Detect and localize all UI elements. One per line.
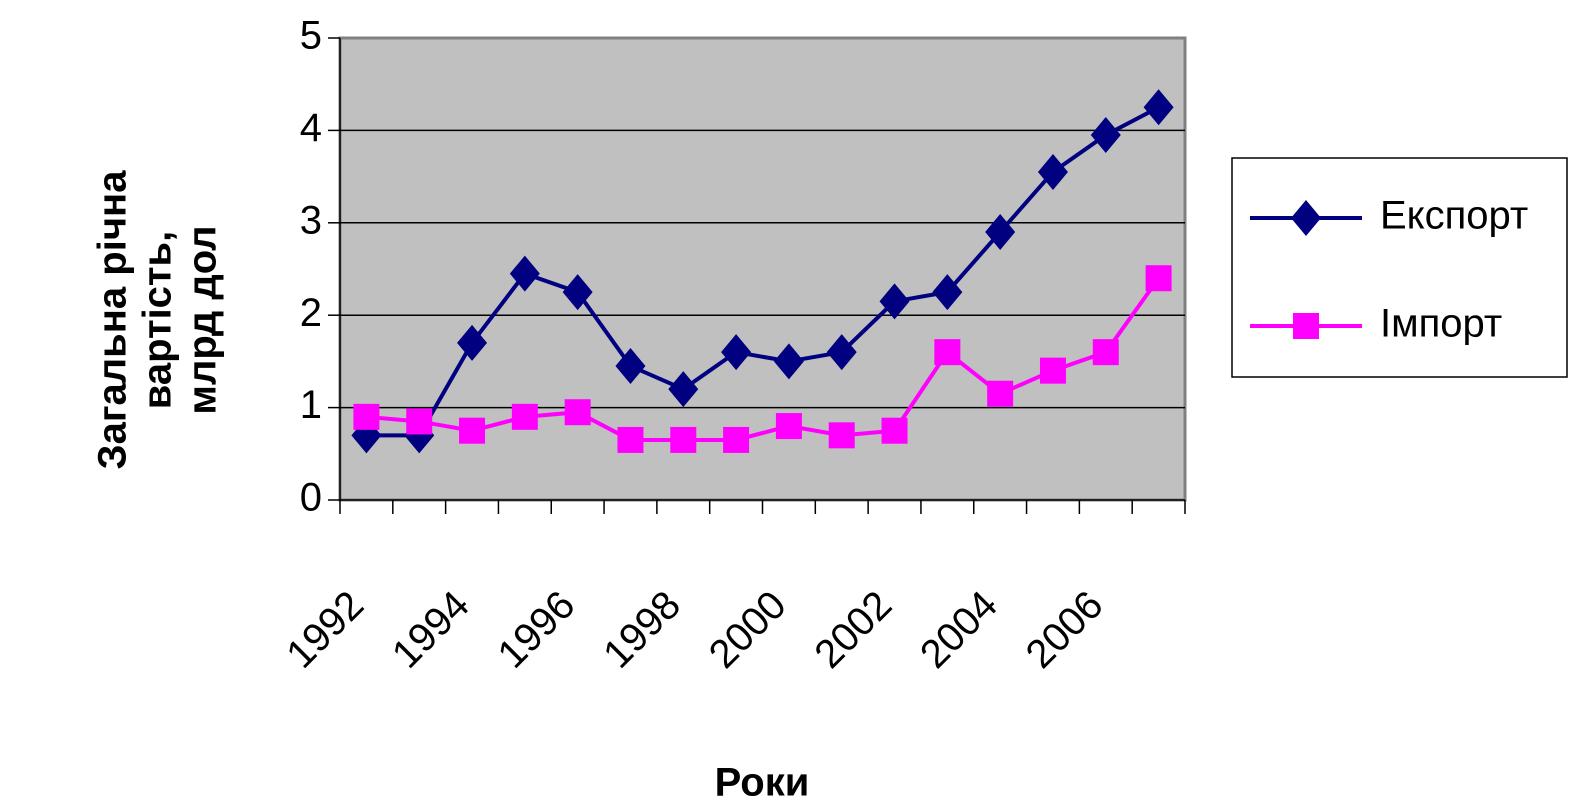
marker [826, 334, 857, 371]
marker [1092, 339, 1119, 366]
x-tick-label: 1998 [595, 583, 689, 677]
legend-label: Імпорт [1380, 302, 1502, 346]
x-axis-title: Роки [715, 761, 810, 805]
marker [511, 403, 538, 430]
legend-marker [1293, 313, 1319, 339]
x-tick-label: 2000 [701, 583, 795, 677]
x-tick-label: 1992 [278, 583, 372, 677]
legend-label: Експорт [1380, 194, 1528, 238]
marker [775, 413, 802, 440]
marker [881, 417, 908, 444]
marker [1037, 153, 1068, 190]
legend-marker [1291, 200, 1321, 236]
marker [1090, 117, 1121, 154]
y-tick-label: 4 [300, 106, 322, 150]
marker [1143, 89, 1174, 126]
marker [987, 380, 1014, 407]
x-tick-label: 2004 [912, 583, 1006, 677]
y-tick-label: 3 [300, 198, 322, 242]
marker [828, 422, 855, 449]
y-title-line: вартість, [136, 231, 180, 409]
marker [934, 339, 961, 366]
x-tick-label: 2002 [806, 583, 900, 677]
y-axis-title: Загальна річна вартість, млрд дол [91, 170, 225, 470]
marker [1039, 357, 1066, 384]
x-tick-label: 1994 [384, 583, 478, 677]
marker [459, 417, 486, 444]
marker [353, 403, 380, 430]
y-tick-label: 0 [300, 476, 322, 520]
marker [564, 399, 591, 426]
series-line [366, 105, 1160, 438]
marker [509, 255, 540, 292]
marker [615, 348, 646, 385]
series-line [366, 277, 1161, 442]
marker [406, 408, 433, 435]
y-title-line: млрд дол [181, 225, 225, 414]
marker [617, 426, 644, 453]
marker [721, 334, 752, 371]
marker [668, 371, 699, 408]
x-tick-label: 1996 [489, 583, 583, 677]
y-title-line: Загальна річна [91, 170, 135, 470]
y-tick-label: 1 [300, 383, 322, 427]
y-tick-label: 5 [300, 14, 322, 58]
x-tick-label: 2006 [1018, 583, 1112, 677]
marker [457, 324, 488, 361]
marker [670, 426, 697, 453]
marker [932, 274, 963, 311]
marker [879, 283, 910, 320]
marker [985, 214, 1016, 251]
marker [1145, 265, 1172, 292]
marker [562, 274, 593, 311]
legend-box [1231, 157, 1568, 378]
marker [723, 426, 750, 453]
y-tick-label: 2 [300, 291, 322, 335]
marker [773, 343, 804, 380]
